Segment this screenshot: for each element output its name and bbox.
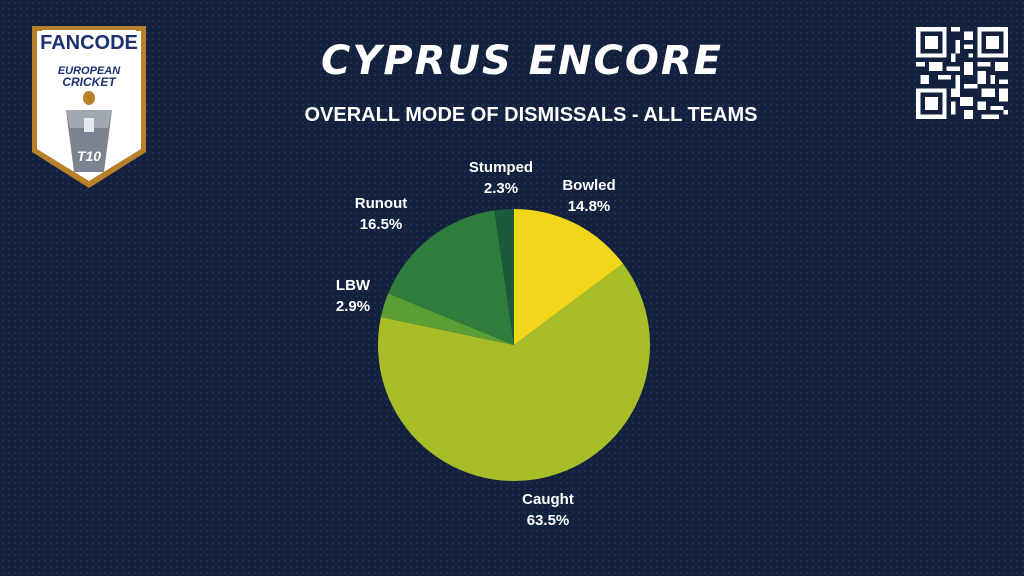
page-title: CYPRUS ENCORE	[321, 38, 723, 84]
slice-label-lbw: LBW	[336, 277, 371, 294]
fancode-european-cricket-logo: FANCODE EUROPEAN CRICKET T10	[32, 26, 146, 188]
qr-code-icon	[916, 27, 1008, 119]
slice-value-bowled: 14.8%	[568, 198, 611, 215]
chart-subtitle: OVERALL MODE OF DISMISSALS - ALL TEAMS	[304, 104, 758, 126]
slice-label-runout: Runout	[355, 195, 407, 212]
pie-slice-lbw	[380, 293, 514, 345]
slice-label-caught: Caught	[522, 491, 574, 508]
slice-value-lbw: 2.9%	[336, 298, 370, 315]
slice-value-caught: 63.5%	[527, 512, 570, 529]
pie-slice-stumped	[494, 209, 514, 345]
logo-brand: FANCODE	[40, 32, 138, 54]
logo-badge: T10	[77, 148, 101, 164]
slice-label-bowled: Bowled	[562, 177, 615, 194]
pie-slice-caught	[377, 263, 650, 481]
logo-line2: CRICKET	[62, 75, 117, 89]
pie-slice-runout	[388, 210, 514, 345]
slice-value-runout: 16.5%	[360, 216, 403, 233]
slice-label-stumped: Stumped	[469, 159, 533, 176]
slice-value-stumped: 2.3%	[484, 180, 518, 197]
pie-slice-bowled	[514, 209, 624, 345]
logo-line1: EUROPEAN	[58, 65, 121, 77]
